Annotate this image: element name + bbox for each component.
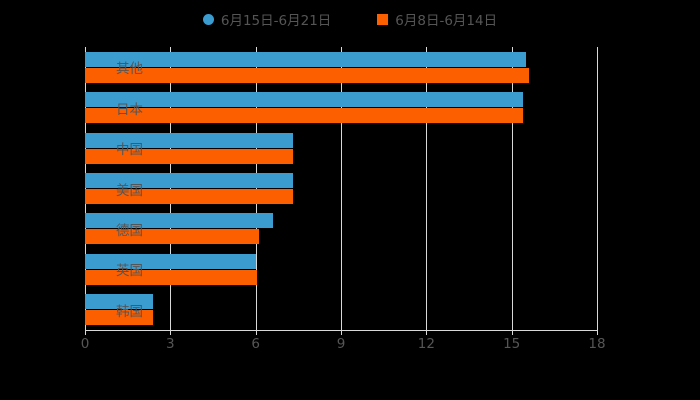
legend-item-1[interactable]: 6月8日-6月14日 bbox=[377, 9, 497, 29]
x-tick-mark bbox=[255, 330, 257, 335]
bar-series-orange[interactable] bbox=[85, 67, 529, 83]
gridline-x bbox=[170, 47, 172, 330]
bar-series-blue[interactable] bbox=[85, 213, 273, 229]
bar-series-orange[interactable] bbox=[85, 148, 293, 164]
gridline-x bbox=[426, 47, 428, 330]
bar-group bbox=[85, 213, 597, 245]
x-tick-mark bbox=[597, 330, 598, 335]
bar-series-blue[interactable] bbox=[85, 51, 526, 67]
x-tick-mark bbox=[426, 330, 428, 335]
y-axis-category-label: 德国 bbox=[116, 222, 143, 239]
y-axis-category-label: 韩国 bbox=[116, 303, 143, 320]
legend-label-1: 6月8日-6月14日 bbox=[395, 13, 498, 29]
x-tick-mark bbox=[511, 330, 513, 335]
x-tick-mark bbox=[341, 330, 342, 335]
bar-series-blue[interactable] bbox=[85, 294, 154, 310]
circle-marker-icon bbox=[202, 13, 214, 25]
legend-item-0[interactable]: 6月15日-6月21日 bbox=[202, 9, 332, 29]
bar-series-blue[interactable] bbox=[85, 92, 524, 108]
x-tick-label: 12 bbox=[417, 336, 435, 352]
x-tick-label: 15 bbox=[503, 336, 521, 352]
y-axis-category-label: 日本 bbox=[116, 101, 143, 118]
bar-group bbox=[85, 294, 597, 326]
y-axis-category-label: 中国 bbox=[116, 142, 143, 159]
x-tick-mark bbox=[170, 330, 172, 335]
bar-series-orange[interactable] bbox=[85, 269, 258, 285]
square-marker-icon bbox=[377, 13, 389, 25]
x-tick-label: 0 bbox=[80, 336, 90, 352]
plot-area: 0 3 6 9 12 15 18 其他日本中国美国德国英国韩国 bbox=[81, 47, 606, 352]
bar-series-orange[interactable] bbox=[85, 229, 259, 245]
bar-group bbox=[85, 51, 597, 83]
x-tick-mark bbox=[85, 330, 86, 335]
bar-series-orange[interactable] bbox=[85, 108, 524, 124]
bar-group bbox=[85, 253, 597, 285]
plot-right-border bbox=[597, 47, 598, 330]
y-axis-category-label: 美国 bbox=[116, 182, 143, 199]
bar-group bbox=[85, 92, 597, 124]
bar-series-blue[interactable] bbox=[85, 173, 293, 188]
bar-group bbox=[85, 173, 597, 204]
bar-series-orange[interactable] bbox=[85, 310, 154, 326]
gridline-x bbox=[341, 47, 342, 330]
gridline-x bbox=[85, 47, 86, 330]
bar-group bbox=[85, 132, 597, 164]
x-tick-label: 6 bbox=[251, 336, 260, 352]
bar-series-blue[interactable] bbox=[85, 132, 293, 148]
x-tick-label: 9 bbox=[336, 336, 346, 352]
y-axis-category-label: 其他 bbox=[116, 61, 143, 78]
gridline-x bbox=[255, 47, 257, 330]
chart-legend: 6月15日-6月21日 6月8日-6月14日 bbox=[0, 9, 700, 29]
y-axis-category-label: 英国 bbox=[116, 263, 143, 280]
legend-label-0: 6月15日-6月21日 bbox=[220, 13, 332, 29]
x-tick-label: 18 bbox=[588, 336, 606, 352]
bar-series-orange[interactable] bbox=[85, 189, 293, 204]
gridline-x bbox=[511, 47, 513, 330]
bar-series-blue[interactable] bbox=[85, 253, 256, 269]
x-tick-label: 3 bbox=[166, 336, 175, 352]
